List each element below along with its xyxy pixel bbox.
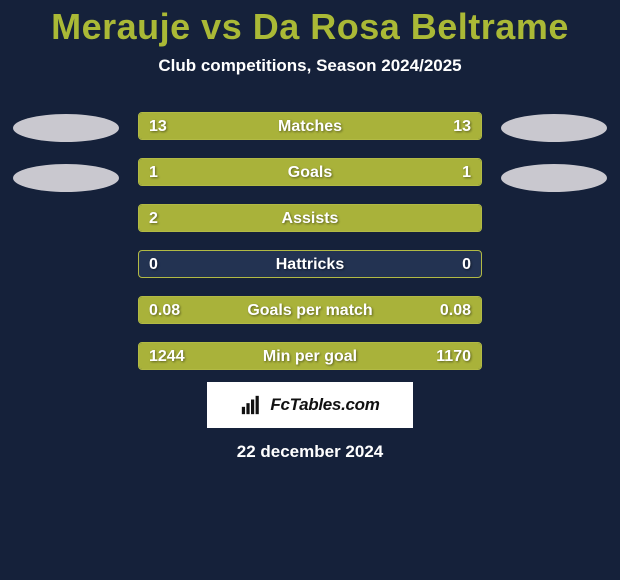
stat-label: Matches	[139, 113, 481, 140]
right-emblem	[501, 164, 607, 192]
footer-date: 22 december 2024	[0, 442, 620, 462]
stat-row: 11Goals	[138, 158, 482, 186]
stats-table: 1313Matches 11Goals 2Assists 00Hattricks 0.0…	[0, 112, 620, 370]
stat-row: 1313Matches	[138, 112, 482, 140]
chart-icon	[240, 394, 262, 416]
left-emblem	[13, 164, 119, 192]
stats-rows: 1313Matches 11Goals 2Assists 00Hattricks 0.0…	[138, 112, 482, 370]
stat-row: 00Hattricks	[138, 250, 482, 278]
source-badge: FcTables.com	[207, 382, 413, 428]
stat-label: Goals	[139, 159, 481, 186]
comparison-card: Merauje vs Da Rosa Beltrame Club competi…	[0, 0, 620, 462]
stat-row: 2Assists	[138, 204, 482, 232]
right-emblem	[501, 114, 607, 142]
right-emblems-col	[494, 112, 614, 192]
source-badge-text: FcTables.com	[270, 395, 379, 415]
stat-label: Goals per match	[139, 297, 481, 324]
left-emblems-col	[6, 112, 126, 192]
page-title: Merauje vs Da Rosa Beltrame	[0, 6, 620, 48]
stat-label: Assists	[139, 205, 481, 232]
stat-label: Min per goal	[139, 343, 481, 370]
stat-row: 0.080.08Goals per match	[138, 296, 482, 324]
page-subtitle: Club competitions, Season 2024/2025	[0, 56, 620, 76]
left-emblem	[13, 114, 119, 142]
stat-row: 12441170Min per goal	[138, 342, 482, 370]
stat-label: Hattricks	[139, 251, 481, 278]
